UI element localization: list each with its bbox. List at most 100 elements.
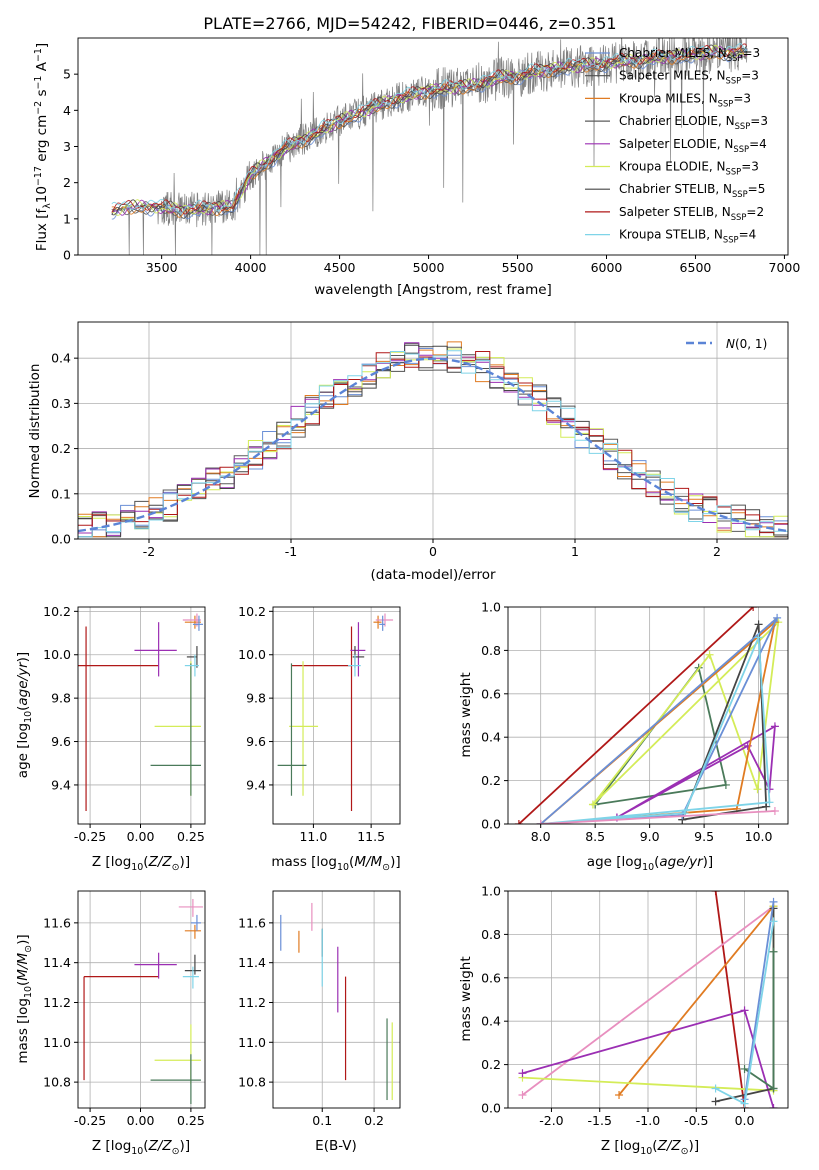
y-axis-label: Flux [fλ10−17 erg cm−2 s−1 A−1] — [33, 43, 53, 251]
x-tick-label: 3500 — [146, 260, 178, 275]
spectrum-axes: 3500 4000 4500 5000 5500 6000 6500 7000 0 1 2 3 4 5 — [63, 37, 801, 275]
y-tick-label: 9.8 — [51, 691, 71, 706]
weight-series-line — [714, 891, 746, 1108]
errorbar-point — [178, 898, 203, 917]
y-tick-label: 11.0 — [43, 1035, 71, 1050]
y-tick-label: 11.6 — [43, 915, 71, 930]
y-axis-label: age [log10(age/yr)] — [15, 652, 34, 778]
x-tick-label: 11.0 — [299, 829, 327, 844]
y-tick-label: 0.0 — [481, 817, 501, 832]
errorbar-point — [78, 626, 159, 811]
y-tick-label: 0.2 — [481, 1057, 501, 1072]
y-tick-label: 11.4 — [43, 955, 71, 970]
errorbar-point — [289, 661, 319, 796]
x-tick-label: -1.5 — [588, 1113, 612, 1128]
y-tick-label: 10.0 — [238, 647, 266, 662]
y-tick-label: 11.2 — [238, 995, 266, 1010]
weight-series-marker — [711, 1084, 720, 1093]
weight-series-marker — [770, 722, 779, 731]
residuals-plot-area — [78, 341, 788, 538]
residual-histogram — [78, 352, 788, 538]
residuals-axes: -2 -1 0 1 2 0.0 0.1 0.2 0.3 0.4 — [51, 321, 789, 559]
errorbar-point — [373, 615, 382, 629]
x-tick-label: 4000 — [235, 260, 267, 275]
weight-series-marker — [740, 1064, 749, 1073]
model-spectrum-line — [111, 47, 747, 216]
x-axis-label: Z [log10(Z/Z⊙)] — [601, 1138, 699, 1157]
errorbar-point — [379, 615, 385, 631]
x-tick-label: 0.25 — [177, 829, 205, 844]
y-tick-label: 10.8 — [238, 1075, 266, 1090]
weight-series-marker — [754, 633, 763, 642]
axes-frame — [507, 606, 789, 825]
y-tick-label: 9.4 — [246, 777, 266, 792]
y-tick-label: 0.1 — [51, 486, 71, 501]
x-tick-label: 8.0 — [531, 829, 551, 844]
y-tick-label: 1.0 — [481, 884, 501, 899]
y-tick-label: 9.4 — [51, 777, 71, 792]
model-spectrum-line — [111, 43, 748, 214]
weight-series-marker — [740, 1099, 749, 1108]
y-tick-label: 0.6 — [481, 686, 501, 701]
weight-series-line — [618, 905, 775, 1096]
weight-series-marker — [769, 1104, 778, 1108]
weight-series-marker — [770, 806, 779, 815]
x-tick-label: 8.5 — [585, 829, 605, 844]
x-axis-label: Z [log10(Z/Z⊙)] — [92, 1138, 190, 1157]
x-tick-label: 0.25 — [177, 1113, 205, 1128]
x-tick-label: -0.25 — [74, 829, 106, 844]
x-tick-label: 9.5 — [694, 829, 714, 844]
weight-series-marker — [773, 613, 782, 622]
errorbar-point — [150, 663, 201, 796]
errorbar-point — [348, 654, 361, 677]
x-tick-label: 0.0 — [735, 1113, 755, 1128]
x-axis-label: wavelength [Angstrom, rest frame] — [314, 282, 552, 298]
y-tick-label: 9.8 — [246, 691, 266, 706]
x-tick-label: 1 — [571, 544, 579, 559]
y-tick-label: 0.0 — [51, 532, 71, 547]
weight-series-marker — [514, 820, 523, 824]
weight-series-marker — [518, 1090, 527, 1099]
errorbar-point — [150, 1054, 201, 1105]
x-axis-label: E(B-V) — [315, 1138, 357, 1154]
x-axis-label: mass [log10(M/M⊙)] — [271, 854, 400, 873]
x-tick-label: 5500 — [502, 260, 534, 275]
mass-vs-EBV-plot-area — [280, 902, 393, 1101]
residual-histogram — [78, 351, 788, 534]
x-tick-label: 4500 — [324, 260, 356, 275]
errorbar-point — [154, 661, 201, 796]
weight-series-marker — [740, 1006, 749, 1015]
y-tick-label: 0.4 — [51, 351, 71, 366]
normal-curve — [78, 357, 788, 533]
x-tick-label: -2 — [143, 544, 155, 559]
y-tick-label: 0.0 — [481, 1101, 501, 1116]
x-tick-label: 5000 — [413, 260, 445, 275]
weight-series-line — [743, 901, 775, 1100]
x-tick-label: -0.25 — [74, 1113, 106, 1128]
age-vs-Z-plot-area — [78, 613, 203, 811]
legend-entry: N(0, 1) — [726, 337, 767, 351]
errorbar-point — [134, 622, 177, 677]
x-tick-label: 6000 — [591, 260, 623, 275]
model-spectrum-line — [111, 47, 748, 219]
weight-series-marker — [769, 917, 778, 926]
y-tick-label: 0.4 — [481, 1014, 501, 1029]
y-tick-label: 9.6 — [51, 734, 71, 749]
legend-entry: Kroupa MILES, NSSP=3 — [619, 91, 751, 108]
weight-series-marker — [753, 785, 762, 794]
x-tick-label: 7000 — [769, 260, 801, 275]
spectrum-plot-area — [111, 38, 748, 255]
weight-series-marker — [765, 798, 774, 807]
x-tick-label: 6500 — [680, 260, 712, 275]
x-axis-label: Z [log10(Z/Z⊙)] — [92, 854, 190, 873]
model-spectrum-line — [111, 44, 748, 216]
errorbar-point — [154, 1024, 201, 1085]
legend-entry: Salpeter MILES, NSSP=3 — [619, 69, 759, 86]
errorbar-point — [83, 976, 159, 1081]
y-tick-label: 4 — [63, 103, 71, 118]
errorbar-point — [184, 924, 201, 939]
y-tick-label: 0.2 — [481, 773, 501, 788]
mass-vs-EBV-axes: 0.1 0.2 10.8 11.0 11.2 11.4 11.6 — [238, 890, 401, 1128]
y-tick-label: 3 — [63, 139, 71, 154]
